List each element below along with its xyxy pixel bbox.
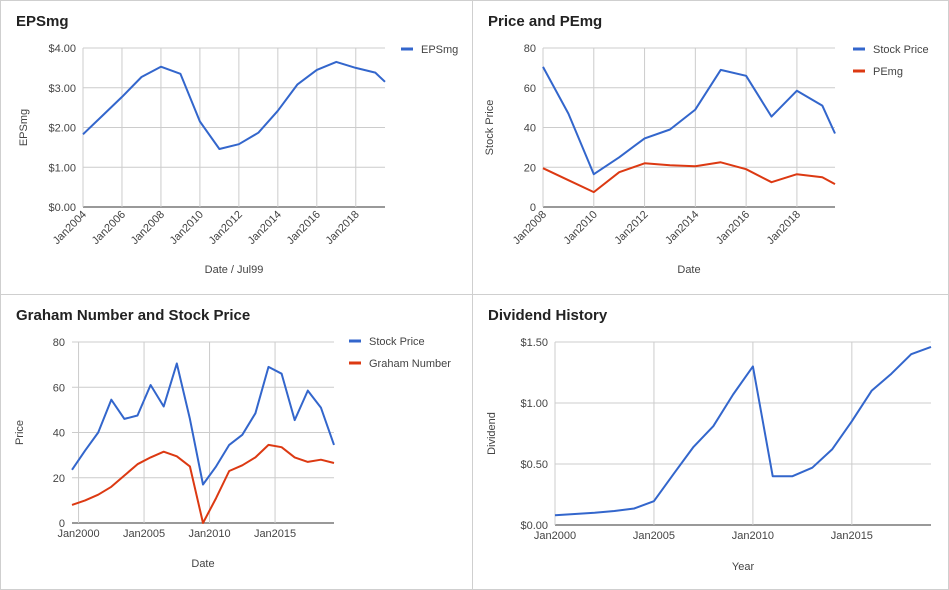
series-line xyxy=(82,60,386,150)
x-tick-label: Jan2016 xyxy=(285,209,323,247)
legend-label: EPSmg xyxy=(421,44,458,56)
series-line xyxy=(554,345,932,517)
y-tick-label: 40 xyxy=(524,123,536,135)
x-tick-label: Jan2010 xyxy=(188,528,230,540)
legend-label: Graham Number xyxy=(369,358,451,370)
y-axis-label: Dividend xyxy=(486,412,498,455)
x-axis-label: Date xyxy=(191,558,214,570)
y-tick-label: $1.00 xyxy=(520,398,548,410)
chart-title: Graham Number and Stock Price xyxy=(16,307,251,324)
x-tick-label: Jan2018 xyxy=(324,209,362,247)
y-tick-label: $4.00 xyxy=(48,43,76,55)
y-axis-label: Stock Price xyxy=(484,100,496,156)
graham-chart: 0 20 40 60 80 Jan2000 Jan2005 Jan2010 Jan2015 Dat… xyxy=(14,336,451,570)
x-tick-label: Jan2010 xyxy=(168,209,206,247)
x-tick-label: Jan2008 xyxy=(129,209,167,247)
x-tick-label: Jan2012 xyxy=(612,209,650,247)
y-tick-label: 0 xyxy=(530,202,536,214)
price-pe-chart-panel: Price and PEmg 0 20 40 60 80 Jan2008 Jan2010 Ja… xyxy=(472,0,949,295)
y-tick-label: 20 xyxy=(524,162,536,174)
x-tick-label: Jan2004 xyxy=(51,209,89,247)
x-tick-label: Jan2000 xyxy=(57,528,99,540)
y-axis-label: EPSmg xyxy=(18,109,30,146)
y-tick-label: 40 xyxy=(53,428,65,440)
chart-title: Dividend History xyxy=(488,307,608,324)
dividend-chart-panel: Dividend History $0.00 $0.50 $1.00 $1.50 Jan… xyxy=(472,294,949,590)
y-tick-label: $0.50 xyxy=(520,459,548,471)
x-tick-label: Jan2018 xyxy=(765,209,803,247)
y-tick-label: $1.00 xyxy=(48,162,76,174)
y-tick-label: 60 xyxy=(53,382,65,394)
x-tick-label: Jan2014 xyxy=(663,209,701,247)
chart-title: EPSmg xyxy=(16,13,69,30)
y-tick-label: 20 xyxy=(53,473,65,485)
x-tick-label: Jan2010 xyxy=(732,530,774,542)
y-tick-label: 80 xyxy=(524,43,536,55)
x-tick-label: Jan2014 xyxy=(246,209,284,247)
x-tick-label: Jan2005 xyxy=(123,528,165,540)
x-axis-label: Date / Jul99 xyxy=(205,264,264,276)
x-tick-label: Jan2008 xyxy=(511,209,549,247)
x-tick-label: Jan2015 xyxy=(831,530,873,542)
x-tick-label: Jan2012 xyxy=(207,209,245,247)
y-tick-label: $3.00 xyxy=(48,83,76,95)
x-tick-label: Jan2015 xyxy=(254,528,296,540)
series-line xyxy=(71,362,335,486)
x-tick-label: Jan2016 xyxy=(714,209,752,247)
price-pe-chart: 0 20 40 60 80 Jan2008 Jan2010 Jan2012 Jan2014 Jan… xyxy=(484,43,929,276)
eps-chart-panel: EPSmg $0.00 $1.00 $2.00 $3.00 $4.00 Jan2004 Ja… xyxy=(0,0,473,295)
x-tick-label: Jan2005 xyxy=(633,530,675,542)
chart-title: Price and PEmg xyxy=(488,13,603,30)
series-line xyxy=(71,443,335,524)
series-line xyxy=(542,161,836,194)
legend-label: Stock Price xyxy=(873,44,929,56)
x-tick-label: Jan2006 xyxy=(90,209,128,247)
series-line xyxy=(542,66,836,176)
legend-label: PEmg xyxy=(873,66,903,78)
y-tick-label: $2.00 xyxy=(48,123,76,135)
x-tick-label: Jan2010 xyxy=(562,209,600,247)
y-tick-label: 0 xyxy=(59,518,65,530)
x-tick-label: Jan2000 xyxy=(534,530,576,542)
y-tick-label: 60 xyxy=(524,83,536,95)
y-tick-label: $0.00 xyxy=(520,520,548,532)
x-axis-label: Date xyxy=(677,264,700,276)
graham-chart-panel: Graham Number and Stock Price 0 20 40 60 80 J… xyxy=(0,294,473,590)
legend-label: Stock Price xyxy=(369,336,425,348)
y-tick-label: 80 xyxy=(53,337,65,349)
y-tick-label: $0.00 xyxy=(48,202,76,214)
y-axis-label: Price xyxy=(14,420,26,445)
x-axis-label: Year xyxy=(732,561,755,573)
y-tick-label: $1.50 xyxy=(520,337,548,349)
dividend-chart: $0.00 $0.50 $1.00 $1.50 Jan2000 Jan2005 Jan201… xyxy=(486,337,932,573)
